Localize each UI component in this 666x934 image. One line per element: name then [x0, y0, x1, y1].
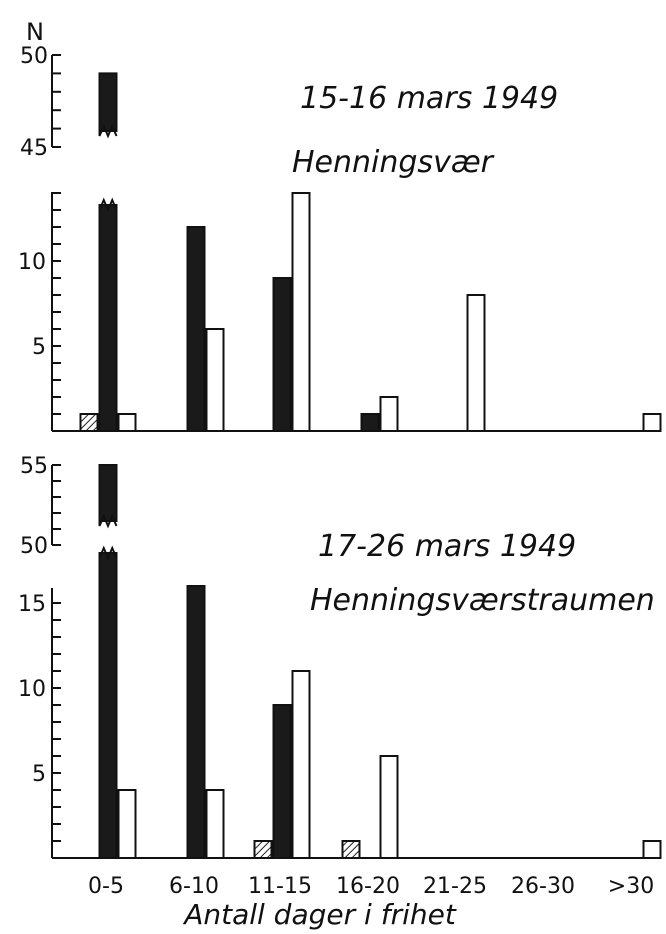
panel-subtitle: Henningsvær	[292, 145, 495, 180]
bar-white-30	[642, 413, 662, 432]
y-tick-label: 10	[18, 250, 46, 275]
panel-title: 17-26 mars 1949	[318, 529, 576, 564]
bar-white-16-20	[379, 396, 399, 432]
x-tick-label-6-10: 6-10	[169, 874, 219, 899]
bar-black-0-5-upper	[98, 72, 118, 132]
y-tick-label: 15	[18, 592, 46, 617]
bar-black-0-5	[98, 204, 118, 432]
bar-black-0-5-break-edge-upper	[98, 123, 118, 139]
bar-hatched-0-5	[79, 413, 99, 432]
y-tick-label: 5	[32, 762, 46, 787]
bar-black-0-5-break-edge	[98, 197, 118, 213]
bar-white-16-20	[379, 755, 399, 859]
y-tick-label: 5	[32, 335, 46, 360]
x-axis-label: Antall dager i frihet	[182, 898, 457, 930]
bar-white-0-5	[117, 789, 137, 859]
x-tick-label-16-20: 16-20	[336, 874, 400, 899]
bar-black-0-5-upper	[98, 464, 118, 522]
y-axis-label: N	[26, 18, 44, 46]
bar-black-11-15	[272, 277, 292, 432]
bar-black-11-15	[272, 704, 292, 859]
bar-white-11-15	[291, 670, 311, 859]
bar-black-6-10	[186, 226, 206, 432]
bar-white-6-10	[205, 328, 225, 432]
panel-subtitle: Henningsværstraumen	[310, 583, 655, 618]
bar-black-0-5-break-edge	[98, 545, 118, 561]
bar-white-0-5	[117, 413, 137, 432]
bar-white-21-25	[466, 294, 486, 432]
bar-black-16-20	[360, 413, 380, 432]
y-break-tick-label: 50	[20, 44, 48, 69]
bar-white-30	[642, 840, 662, 859]
y-break-tick-label: 45	[20, 136, 48, 161]
x-tick-label-0-5: 0-5	[88, 874, 124, 899]
bar-black-0-5-break-edge-upper	[98, 513, 118, 529]
bar-hatched-11-15	[253, 840, 273, 859]
x-tick-label-21-25: 21-25	[423, 874, 487, 899]
x-tick-label-26-30: 26-30	[511, 874, 575, 899]
y-break-tick-label: 50	[20, 534, 48, 559]
panel-title: 15-16 mars 1949	[300, 81, 558, 116]
bar-black-6-10	[186, 585, 206, 859]
bar-white-6-10	[205, 789, 225, 859]
bar-black-0-5	[98, 552, 118, 859]
chart-panel-2: 5 10 15 50 55 17-26 mars 1949 Henningsværstrau…	[18, 454, 662, 931]
bar-hatched-16-20	[341, 840, 361, 859]
x-tick-label-30: >30	[608, 874, 654, 899]
y-tick-label: 10	[18, 677, 46, 702]
bar-white-11-15	[291, 192, 311, 432]
y-break-tick-label: 55	[20, 454, 48, 479]
chart-panel-1: 5 10 45 50N 15-16 mars 1949 Henningsvær	[18, 18, 662, 432]
x-tick-label-11-15: 11-15	[248, 874, 312, 899]
